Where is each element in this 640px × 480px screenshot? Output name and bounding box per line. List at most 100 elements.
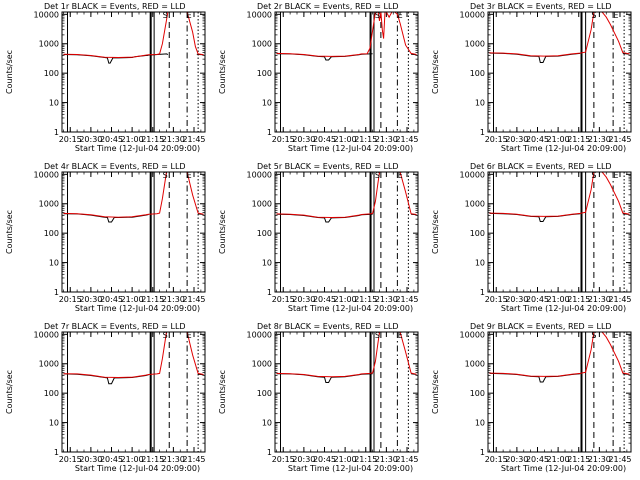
x-tick-label: 21:00 (121, 455, 144, 464)
lld-series-line (276, 332, 417, 378)
x-tick-label: 20:30 (79, 135, 102, 144)
x-tick-label: 20:15 (59, 135, 82, 144)
x-tick-label: 20:15 (59, 295, 82, 304)
annotation-S: S (591, 171, 596, 180)
x-tick-label: 21:00 (334, 295, 357, 304)
detector-panel-4: Det 4r BLACK = Events, RED = LLD 1 10 100 10… (0, 160, 213, 320)
annotation-E: E (613, 11, 618, 20)
annotation-S: S (375, 171, 380, 180)
annotation-E: E (398, 171, 403, 180)
events-series-line (489, 52, 630, 63)
chart-title: Det 6r BLACK = Events, RED = LLD (470, 162, 612, 171)
x-tick-label: 21:45 (395, 295, 418, 304)
annotation-E: E (187, 331, 192, 340)
chart-title: Det 8r BLACK = Events, RED = LLD (257, 322, 399, 331)
y-tick-label: 100 (44, 229, 59, 238)
x-tick-label: 21:30 (588, 135, 611, 144)
series-group (63, 332, 204, 385)
y-tick-label: 10000 (460, 330, 485, 339)
x-tick-label: 21:30 (375, 135, 398, 144)
chart-title: Det 7r BLACK = Events, RED = LLD (44, 322, 186, 331)
x-tick-label: 20:15 (485, 455, 508, 464)
y-tick-label: 1 (267, 128, 272, 137)
y-tick-label: 10000 (34, 330, 59, 339)
y-tick-label: 1 (480, 128, 485, 137)
y-tick-label: 1000 (39, 360, 59, 369)
lld-series-line (276, 12, 417, 57)
y-tick-label: 1000 (252, 360, 272, 369)
x-tick-label: 21:30 (375, 295, 398, 304)
y-axis-label: Counts/sec (5, 50, 14, 94)
x-tick-label: 20:45 (313, 455, 336, 464)
y-tick-label: 10 (49, 99, 59, 108)
events-series-line (276, 53, 417, 61)
x-axis-label: Start Time (12-Jul-04 20:09:00) (501, 304, 626, 313)
x-tick-label: 21:30 (162, 455, 185, 464)
plot-frame (487, 331, 632, 453)
y-tick-label: 1 (54, 128, 59, 137)
x-tick-label: 20:30 (79, 295, 102, 304)
x-tick-label: 21:15 (354, 295, 377, 304)
y-tick-label: 10 (49, 259, 59, 268)
x-tick-label: 21:15 (141, 295, 164, 304)
y-tick-label: 1 (480, 288, 485, 297)
lld-series-line (63, 332, 204, 379)
x-tick-label: 20:45 (313, 135, 336, 144)
y-tick-label: 100 (44, 389, 59, 398)
x-axis-label: Start Time (12-Jul-04 20:09:00) (75, 464, 200, 473)
x-tick-label: 21:45 (395, 455, 418, 464)
x-tick-label: 20:45 (526, 135, 549, 144)
lld-series-line (63, 172, 204, 218)
lld-series-line (489, 12, 630, 57)
plot-frame (487, 171, 632, 293)
annotation-E: E (187, 11, 192, 20)
x-tick-label: 21:45 (182, 135, 205, 144)
x-tick-label: 21:45 (608, 295, 631, 304)
y-tick-label: 1 (480, 448, 485, 457)
detector-chart-svg: Det 6r BLACK = Events, RED = LLD 1 10 100 10… (431, 162, 632, 313)
x-tick-label: 20:45 (526, 455, 549, 464)
plot-frame (274, 331, 419, 453)
y-tick-label: 100 (257, 69, 272, 78)
x-tick-label: 21:00 (121, 135, 144, 144)
y-tick-label: 100 (257, 389, 272, 398)
x-tick-label: 20:30 (505, 135, 528, 144)
x-tick-label: 20:45 (313, 295, 336, 304)
y-tick-label: 1000 (465, 200, 485, 209)
events-series-line (489, 372, 630, 383)
detector-panel-3: Det 3r BLACK = Events, RED = LLD 1 10 100 10… (426, 0, 639, 160)
x-tick-label: 21:30 (162, 295, 185, 304)
detector-panel-5: Det 5r BLACK = Events, RED = LLD 1 10 100 10… (213, 160, 426, 320)
y-axis-label: Counts/sec (431, 50, 440, 94)
plot-frame (487, 11, 632, 133)
y-axis-label: Counts/sec (5, 210, 14, 254)
y-tick-label: 1 (54, 288, 59, 297)
x-tick-label: 20:30 (505, 295, 528, 304)
chart-title: Det 3r BLACK = Events, RED = LLD (470, 2, 612, 11)
x-tick-label: 20:15 (485, 135, 508, 144)
annotation-E: E (613, 171, 618, 180)
series-group (63, 12, 204, 64)
annotation-S: S (591, 331, 596, 340)
x-tick-label: 20:45 (100, 295, 123, 304)
x-tick-label: 21:45 (608, 455, 631, 464)
x-tick-label: 20:15 (59, 455, 82, 464)
x-tick-label: 21:30 (588, 295, 611, 304)
y-tick-label: 1000 (252, 200, 272, 209)
y-tick-label: 10000 (247, 330, 272, 339)
x-axis-label: Start Time (12-Jul-04 20:09:00) (288, 464, 413, 473)
annotation-E: E (398, 331, 403, 340)
y-tick-label: 10000 (460, 10, 485, 19)
x-axis-label: Start Time (12-Jul-04 20:09:00) (288, 304, 413, 313)
x-tick-label: 20:45 (100, 135, 123, 144)
x-tick-label: 21:15 (354, 135, 377, 144)
detector-panel-1: Det 1r BLACK = Events, RED = LLD 1 10 100 10… (0, 0, 213, 160)
detector-chart-svg: Det 2r BLACK = Events, RED = LLD 1 10 100 10… (218, 2, 419, 153)
x-axis-label: Start Time (12-Jul-04 20:09:00) (75, 144, 200, 153)
detector-chart-svg: Det 9r BLACK = Events, RED = LLD 1 10 100 10… (431, 322, 632, 473)
detector-panel-6: Det 6r BLACK = Events, RED = LLD 1 10 100 10… (426, 160, 639, 320)
y-tick-label: 1 (54, 448, 59, 457)
y-tick-label: 10 (49, 419, 59, 428)
y-tick-label: 1 (267, 448, 272, 457)
y-tick-label: 100 (257, 229, 272, 238)
